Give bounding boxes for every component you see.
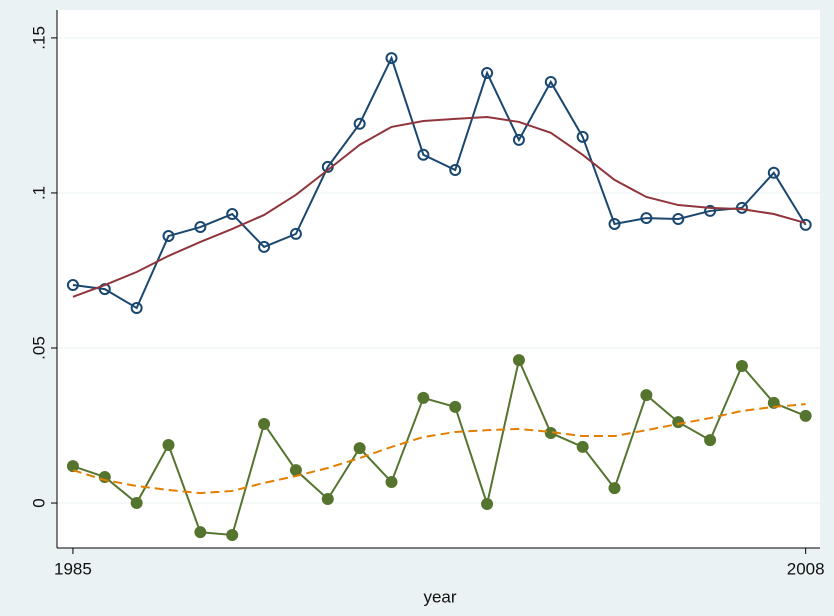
series-line <box>72 115 806 298</box>
series-line <box>72 356 807 537</box>
data-point <box>162 230 175 243</box>
y-tick-label: .1 <box>29 186 48 200</box>
data-point <box>512 354 525 367</box>
data-point <box>226 528 239 541</box>
data-point <box>735 359 748 372</box>
data-point <box>799 218 812 231</box>
data-point <box>704 204 717 217</box>
y-tick-label: .15 <box>29 26 48 50</box>
data-point <box>640 212 653 225</box>
data-point <box>385 475 398 488</box>
data-point <box>353 442 366 455</box>
x-tick-label: 2008 <box>787 559 825 578</box>
data-point <box>353 117 366 130</box>
data-point <box>608 482 621 495</box>
data-point <box>544 75 557 88</box>
data-point <box>417 391 430 404</box>
data-point <box>576 440 589 453</box>
data-point <box>66 460 79 473</box>
data-point <box>576 130 589 143</box>
data-point <box>672 416 685 429</box>
series-line <box>72 403 806 495</box>
data-point <box>289 227 302 240</box>
data-point <box>66 279 79 292</box>
data-point <box>321 493 334 506</box>
y-tick-label: .05 <box>29 336 48 360</box>
data-point <box>194 221 207 234</box>
data-point <box>481 66 494 79</box>
x-tick-label: 1985 <box>54 559 92 578</box>
data-point <box>258 240 271 253</box>
data-point <box>799 409 812 422</box>
data-point <box>385 52 398 65</box>
data-point <box>735 201 748 214</box>
x-axis-label: year <box>423 587 456 606</box>
data-point <box>130 497 143 510</box>
data-point <box>258 417 271 430</box>
data-point <box>767 166 780 179</box>
data-point <box>194 526 207 539</box>
data-point <box>608 217 621 230</box>
data-point <box>226 208 239 221</box>
y-tick-label: 0 <box>29 498 48 507</box>
data-point <box>449 164 462 177</box>
data-point <box>640 389 653 402</box>
data-point <box>162 439 175 452</box>
data-point <box>672 212 685 225</box>
data-point <box>417 148 430 161</box>
data-point <box>704 434 717 447</box>
data-point <box>481 497 494 510</box>
data-point <box>289 464 302 477</box>
data-point <box>449 400 462 413</box>
data-point <box>130 301 143 314</box>
plot-area <box>57 10 820 548</box>
data-point <box>512 133 525 146</box>
